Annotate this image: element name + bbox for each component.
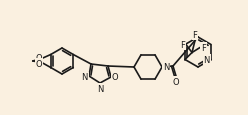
Text: N: N: [204, 56, 210, 64]
Text: O: O: [173, 77, 179, 86]
Text: O: O: [36, 54, 42, 62]
Text: N: N: [82, 73, 88, 82]
Text: O: O: [112, 73, 119, 82]
Text: N: N: [97, 84, 103, 93]
Text: F: F: [193, 31, 197, 40]
Text: F: F: [180, 41, 185, 50]
Text: F: F: [201, 44, 206, 53]
Text: O: O: [36, 59, 42, 68]
Text: N: N: [163, 63, 169, 72]
